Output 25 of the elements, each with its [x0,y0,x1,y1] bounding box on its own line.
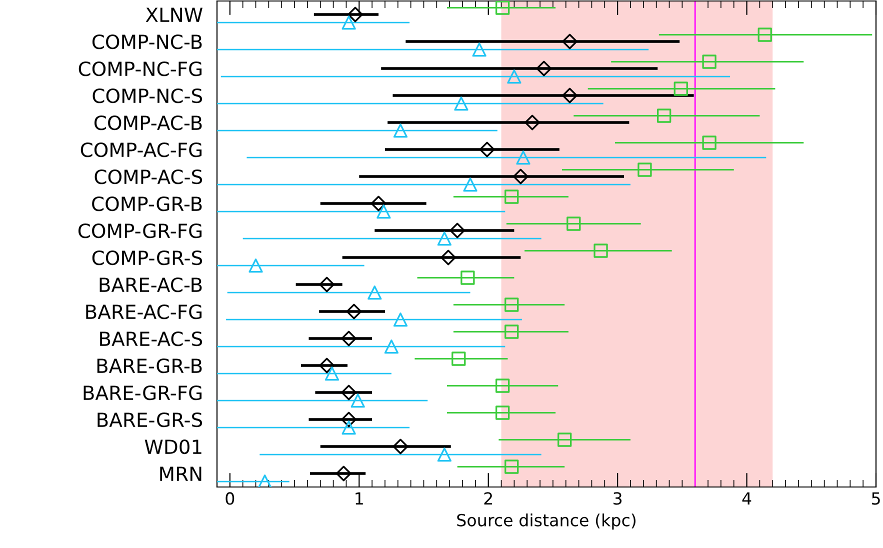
y-tick-label: COMP-GR-S [92,250,202,266]
y-tick-label: BARE-GR-S [98,412,202,428]
x-tick-label: 5 [872,492,880,505]
y-tick-label: BARE-GR-B [97,358,202,374]
y-tick-label: COMP-GR-FG [78,223,202,238]
x-axis-title: Source distance (kpc) [457,514,636,530]
y-tick-label: MRN [160,466,202,481]
y-tick-label: COMP-GR-B [92,196,202,212]
y-tick-label: COMP-AC-B [94,115,202,130]
y-tick-label: COMP-NC-B [92,34,202,50]
y-tick-label: COMP-NC-FG [78,61,202,76]
x-tick-label: 4 [742,492,752,505]
x-tick-label: 1 [356,492,363,505]
x-tick-label: 0 [226,492,234,505]
x-tick-label: 3 [614,492,622,505]
y-tick-label: COMP-AC-FG [80,142,202,158]
y-tick-label: BARE-AC-B [100,277,202,292]
y-tick-label: BARE-AC-S [100,331,202,346]
y-tick-label: COMP-AC-S [94,169,202,184]
y-tick-label: BARE-GR-FG [84,385,202,400]
x-tick-label: 2 [484,492,492,505]
y-tick-label: XLNW [146,8,202,22]
y-tick-label: WD01 [144,439,202,454]
y-tick-label: COMP-NC-S [92,88,202,104]
y-tick-label: BARE-AC-FG [86,304,202,320]
